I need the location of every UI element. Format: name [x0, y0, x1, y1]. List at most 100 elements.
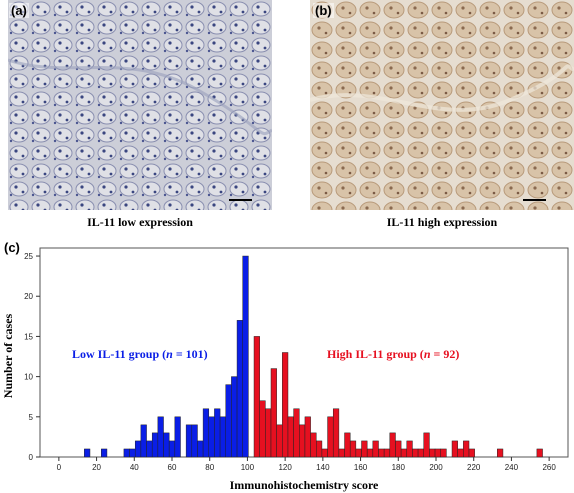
x-tick-label: 80: [205, 463, 214, 472]
y-tick-label: 0: [29, 453, 34, 462]
bar-high: [253, 336, 260, 458]
bar-high: [429, 448, 436, 458]
bar-high: [321, 448, 328, 458]
panel-label-c: (c): [4, 240, 20, 255]
x-axis-ticks: 0 20 40 60 80 100 120 140 160 180 200 220 240 260: [57, 457, 556, 472]
bar-low: [146, 440, 153, 458]
x-tick-label: 0: [57, 463, 62, 472]
x-tick-label: 180: [392, 463, 406, 472]
bar-high: [366, 448, 374, 458]
x-tick-label: 240: [505, 463, 519, 472]
bar-high: [536, 448, 543, 458]
bar-low: [84, 448, 91, 458]
y-tick-label: 20: [24, 292, 33, 301]
bar-high: [400, 448, 408, 458]
panel-label-b: (b): [313, 3, 334, 18]
bar-low: [242, 255, 249, 458]
bar-low: [151, 432, 159, 458]
bar-low: [214, 408, 221, 458]
panel-label-a: (a): [9, 3, 29, 18]
y-axis-label: Number of cases: [1, 313, 15, 398]
bar-low: [101, 448, 108, 458]
bar-low: [225, 384, 232, 458]
y-tick-label: 25: [24, 252, 33, 261]
bar-low: [134, 440, 142, 458]
micrograph-high-expression: [310, 0, 574, 210]
bar-high: [378, 448, 385, 458]
bar-high: [463, 440, 470, 458]
bar-high: [287, 416, 294, 458]
bar-low: [219, 416, 226, 458]
bar-high: [372, 440, 379, 458]
y-axis-ticks: 0 5 10 15 20 25: [24, 252, 40, 462]
x-tick-label: 200: [429, 463, 443, 472]
x-tick-label: 60: [168, 463, 177, 472]
bar-high: [417, 448, 424, 458]
bar-high: [389, 432, 396, 458]
bar-high: [299, 424, 306, 458]
micrograph-low-expression: [8, 0, 272, 210]
bar-low: [197, 440, 204, 458]
bar-low: [174, 416, 181, 458]
bar-high: [457, 448, 464, 458]
bar-high: [344, 432, 351, 458]
bar-high: [412, 448, 419, 458]
tissue-image-a: [8, 0, 272, 210]
bar-high: [468, 448, 475, 458]
x-tick-label: 20: [92, 463, 101, 472]
x-tick-label: 100: [241, 463, 255, 472]
x-tick-label: 260: [542, 463, 556, 472]
bar-high: [270, 368, 277, 458]
bar-high: [293, 408, 300, 458]
y-tick-label: 10: [24, 373, 33, 382]
bar-high: [434, 448, 441, 458]
bar-high: [327, 416, 334, 458]
series-label-high: High IL-11 group (n = 92): [327, 347, 459, 361]
y-tick-label: 5: [29, 413, 34, 422]
x-tick-label: 40: [130, 463, 139, 472]
bar-low: [129, 448, 136, 458]
bar-high: [451, 440, 458, 458]
bar-high: [349, 440, 357, 458]
bar-high: [316, 440, 323, 458]
bar-high: [276, 424, 283, 458]
bar-low: [202, 408, 210, 458]
bar-high: [265, 408, 272, 458]
bar-high: [395, 440, 402, 458]
bar-high: [497, 448, 504, 458]
bar-low: [163, 432, 170, 458]
series-label-low: Low IL-11 group (n = 101): [72, 347, 208, 361]
bar-high: [259, 400, 266, 458]
bar-low: [185, 424, 193, 458]
bar-low: [140, 424, 147, 458]
bar-high: [355, 448, 362, 458]
bar-high: [332, 408, 340, 458]
caption-low-expression: IL-11 low expression: [87, 215, 193, 229]
x-axis-label: Immunohistochemistry score: [230, 478, 379, 492]
bar-low: [191, 424, 198, 458]
bar-high: [406, 440, 413, 458]
x-tick-label: 160: [354, 463, 368, 472]
bar-high: [310, 432, 317, 458]
x-tick-label: 120: [278, 463, 292, 472]
histogram-chart: 0 20 40 60 80 100 120 140 160 180 200 220 240 260 0 5 1…: [1, 247, 569, 492]
bar-high: [361, 440, 368, 458]
bar-high: [338, 448, 345, 458]
caption-high-expression: IL-11 high expression: [386, 215, 498, 229]
x-tick-label: 220: [467, 463, 481, 472]
bar-high: [440, 448, 447, 458]
x-tick-label: 140: [316, 463, 330, 472]
bar-low: [168, 440, 176, 458]
bar-high: [383, 448, 391, 458]
bar-low: [157, 416, 164, 458]
bar-high: [304, 416, 311, 458]
bar-low: [123, 448, 130, 458]
bar-low: [236, 320, 243, 458]
bar-low: [231, 376, 238, 458]
tissue-image-b: [310, 0, 574, 210]
bar-high: [423, 432, 430, 458]
bar-group: [84, 255, 543, 458]
y-tick-label: 15: [24, 332, 33, 341]
bar-high: [282, 352, 289, 458]
bar-low: [208, 416, 215, 458]
